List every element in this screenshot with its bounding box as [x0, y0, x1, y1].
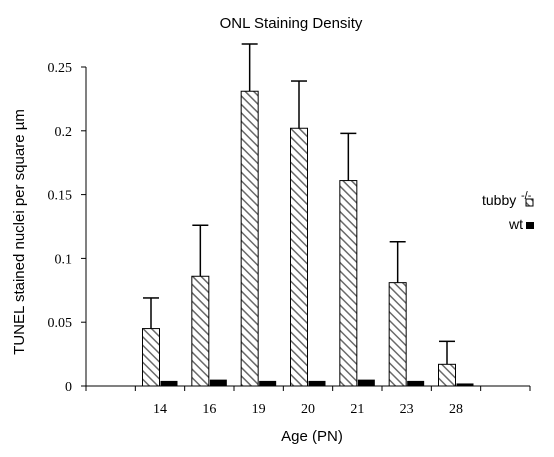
x-ticks: 14 16 19 20 21 23 28: [85, 386, 531, 417]
bar-wt: [308, 380, 326, 386]
y-tick-label: 0.25: [48, 61, 73, 76]
bar-tubby: [438, 363, 456, 387]
x-tick-label: 19: [252, 402, 266, 417]
x-tick-label: 23: [400, 402, 414, 417]
bar-tubby: [339, 180, 358, 387]
x-axis-label: Age (PN): [281, 428, 343, 445]
legend-item-tubby: tubby -/-: [482, 190, 534, 208]
y-ticks: 0 0.05 0.1 0.15 0.2 0.25: [48, 61, 86, 395]
y-tick-label: 0.05: [48, 316, 73, 331]
x-tick-label: 16: [202, 402, 216, 417]
x-tick-label: 21: [350, 402, 364, 417]
legend-swatch-wt: [526, 222, 534, 229]
y-tick-label: 0.15: [48, 189, 73, 204]
x-tick-label: 28: [449, 402, 463, 417]
legend-item-wt: wt: [508, 216, 534, 232]
bar-wt: [160, 380, 178, 386]
bar-tubby: [142, 328, 160, 387]
bar-tubby: [388, 282, 407, 387]
x-tick-label: 20: [301, 402, 315, 417]
bars: [142, 90, 474, 387]
y-tick-label: 0.2: [55, 125, 73, 140]
x-tick-label: 14: [153, 402, 167, 417]
y-axis-label: TUNEL stained nuclei per square µm: [11, 109, 28, 355]
bar-tubby: [240, 90, 259, 387]
legend-label-tubby: tubby: [482, 192, 516, 208]
legend-swatch-tubby: [525, 198, 534, 207]
legend-superscript-tubby: -/-: [521, 190, 532, 202]
y-tick-label: 0.1: [55, 252, 73, 267]
error-bars: [143, 43, 455, 365]
y-tick-label: 0: [65, 380, 72, 395]
bar-wt: [259, 380, 277, 386]
bar-wt: [456, 383, 474, 386]
bar-tubby: [191, 275, 210, 387]
bar-wt: [357, 379, 375, 386]
bar-tubby: [290, 127, 308, 387]
legend: tubby -/- wt: [482, 190, 534, 232]
bar-wt: [209, 379, 227, 386]
chart-title: ONL Staining Density: [220, 15, 363, 32]
legend-label-wt: wt: [508, 216, 523, 232]
bar-wt: [407, 380, 425, 386]
